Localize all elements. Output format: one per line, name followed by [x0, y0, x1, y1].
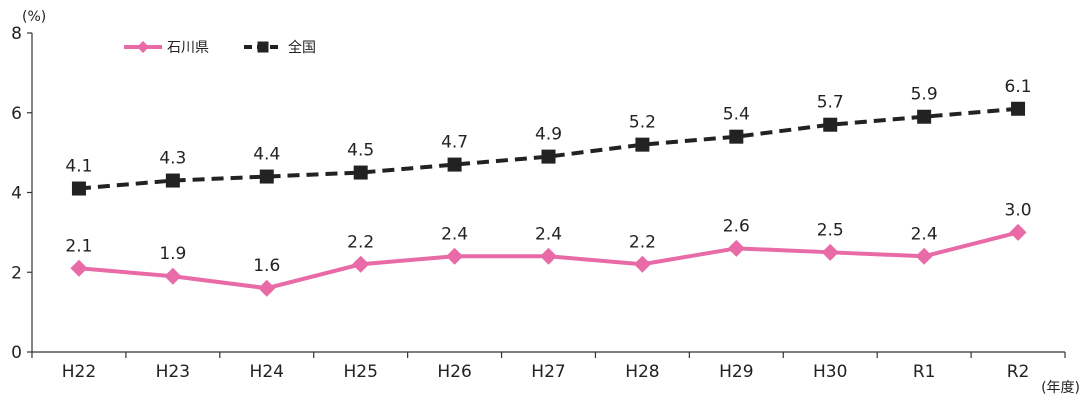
square-marker — [541, 149, 556, 164]
square-marker — [71, 181, 86, 196]
diamond-marker — [821, 243, 839, 261]
data-label: 4.7 — [441, 133, 468, 153]
x-tick-label: H23 — [156, 362, 190, 382]
legend-label: 石川県 — [167, 40, 209, 56]
y-tick-label: 4 — [11, 184, 22, 204]
diamond-marker — [352, 255, 370, 273]
diamond-marker — [137, 41, 149, 53]
data-label: 2.2 — [629, 232, 656, 252]
square-marker — [729, 129, 744, 144]
data-label: 5.9 — [911, 85, 938, 105]
square-marker — [257, 41, 269, 53]
legend-item-0: 石川県 — [124, 40, 209, 56]
x-tick-label: H28 — [625, 362, 659, 382]
data-label: 4.1 — [65, 157, 92, 177]
diamond-marker — [633, 255, 651, 273]
square-marker — [1011, 101, 1026, 116]
diamond-marker — [164, 267, 182, 285]
data-label: 5.7 — [817, 93, 844, 113]
data-label: 4.4 — [253, 145, 280, 165]
diamond-marker — [1009, 223, 1027, 241]
data-label: 2.4 — [911, 224, 938, 244]
square-marker — [635, 137, 650, 152]
x-tick-label: H30 — [813, 362, 847, 382]
data-label: 2.5 — [817, 220, 844, 240]
data-label: 3.0 — [1005, 200, 1032, 220]
legend-label: 全国 — [288, 39, 316, 56]
y-tick-label: 0 — [11, 343, 22, 363]
x-tick-label: H25 — [343, 362, 377, 382]
series-1: 4.1 4.3 4.4 4.5 4.7 4.9 5.2 5.4 5.7 5.9 6.1 — [65, 77, 1032, 196]
axes: 0 2 4 6 8(%) H22 H23 H24 H25 H26 H27 H28 H29 H30 R1 R2 (… — [11, 9, 1080, 396]
diamond-marker — [258, 279, 276, 297]
data-label: 4.5 — [347, 141, 374, 161]
square-marker — [823, 117, 838, 132]
legend: 石川県 全国 — [124, 39, 316, 56]
y-unit-label: (%) — [22, 9, 46, 25]
data-label: 5.2 — [629, 113, 656, 133]
data-label: 2.4 — [535, 224, 562, 244]
x-tick-label: H29 — [719, 362, 753, 382]
y-tick-label: 6 — [11, 104, 22, 124]
diamond-marker — [70, 259, 88, 277]
series-0: 2.1 1.9 1.6 2.2 2.4 2.4 2.2 2.6 2.5 2.4 3.0 — [65, 200, 1032, 297]
series-layer: 2.1 1.91.62.2 2.4 2.4 2.22.6 2.5 2.43.04.1 4.3 4… — [65, 77, 1032, 297]
x-tick-label: R2 — [1007, 362, 1030, 382]
data-label: 2.2 — [347, 232, 374, 252]
data-label: 6.1 — [1005, 77, 1032, 97]
legend-item-1: 全国 — [244, 39, 316, 56]
data-label: 1.9 — [159, 244, 186, 264]
x-unit-label: (年度) — [1041, 380, 1080, 396]
square-marker — [917, 109, 932, 124]
x-tick-label: H27 — [531, 362, 565, 382]
square-marker — [353, 165, 368, 180]
x-tick-label: R1 — [913, 362, 936, 382]
data-label: 4.9 — [535, 125, 562, 145]
y-tick-label: 8 — [11, 24, 22, 44]
data-label: 1.6 — [253, 256, 280, 276]
square-marker — [259, 169, 274, 184]
series-line — [78, 106, 1019, 191]
diamond-marker — [727, 239, 745, 257]
x-tick-label: H26 — [437, 362, 471, 382]
diamond-marker — [915, 247, 933, 265]
diamond-marker — [446, 247, 464, 265]
diamond-marker — [540, 247, 557, 265]
x-tick-label: H24 — [250, 362, 284, 382]
y-tick-label: 2 — [11, 263, 22, 283]
square-marker — [165, 173, 180, 188]
data-label: 4.3 — [159, 149, 186, 169]
data-label: 2.4 — [441, 224, 468, 244]
x-tick-label: H22 — [62, 362, 96, 382]
data-label: 2.6 — [723, 216, 750, 236]
data-label: 5.4 — [723, 105, 750, 125]
data-label: 2.1 — [65, 236, 92, 256]
square-marker — [447, 157, 462, 172]
